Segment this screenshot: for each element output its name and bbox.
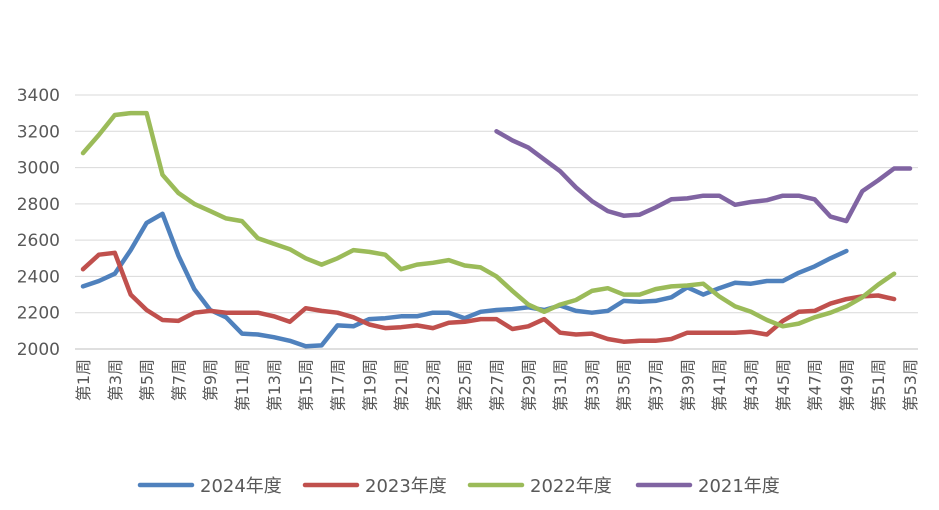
legend-label: 2021年度 (698, 476, 780, 497)
y-tick-label: 3200 (17, 122, 60, 142)
x-tick-label: 第15周 (297, 359, 316, 411)
legend-label: 2023年度 (365, 476, 447, 497)
x-axis: 第1周 第3周 第5周 第7周 第9周 第11周 第13周 第15周 第17周 第19周 第21周第… (74, 359, 920, 411)
x-tick-label: 第5周 (138, 359, 157, 401)
y-tick-label: 2800 (17, 195, 60, 215)
x-tick-label: 第3周 (106, 359, 125, 401)
x-tick-label: 第23周 (424, 359, 443, 411)
legend: 2024年度 2023年度 2022年度 2021年度 (137, 476, 780, 497)
x-tick-label: 第7周 (169, 359, 188, 401)
x-tick-label: 第21周 (392, 359, 411, 411)
series-line (80, 250, 897, 344)
x-tick-label: 第11周 (233, 359, 252, 411)
x-tick-label: 第37周 (647, 359, 666, 411)
x-tick-label: 第41周 (710, 359, 729, 411)
legend-label: 2022年度 (530, 476, 612, 497)
x-tick-label: 第35周 (615, 359, 634, 411)
series-line (494, 129, 913, 224)
x-tick-label: 第13周 (265, 359, 284, 411)
y-tick-label: 2200 (17, 304, 60, 324)
y-axis: 2000 2200 2400 2600 2800 3000 3200 3400 (17, 86, 60, 360)
series-lines (80, 110, 913, 349)
x-tick-label: 第53周 (901, 359, 920, 411)
y-tick-label: 2000 (17, 340, 60, 360)
x-tick-label: 第17周 (328, 359, 347, 411)
x-tick-label: 第29周 (519, 359, 538, 411)
x-tick-label: 第1周 (74, 359, 93, 401)
x-tick-label: 第31周 (551, 359, 570, 411)
x-tick-label: 第45周 (774, 359, 793, 411)
x-tick-label: 第27周 (488, 359, 507, 411)
series-line (80, 211, 849, 349)
x-tick-label: 第9周 (201, 359, 220, 401)
legend-label: 2024年度 (200, 476, 282, 497)
x-tick-label: 第25周 (456, 359, 475, 411)
x-tick-label: 第49周 (837, 359, 856, 411)
x-tick-label: 第51周 (869, 359, 888, 411)
x-tick-label: 第47周 (806, 359, 825, 411)
x-tick-label: 第43周 (742, 359, 761, 411)
x-tick-label: 第39周 (678, 359, 697, 411)
y-tick-label: 3000 (17, 159, 60, 179)
x-tick-label: 第33周 (583, 359, 602, 411)
x-tick-label: 第19周 (360, 359, 379, 411)
series-line (80, 110, 897, 329)
y-tick-label: 3400 (17, 86, 60, 106)
y-tick-label: 2400 (17, 267, 60, 287)
y-tick-label: 2600 (17, 231, 60, 251)
